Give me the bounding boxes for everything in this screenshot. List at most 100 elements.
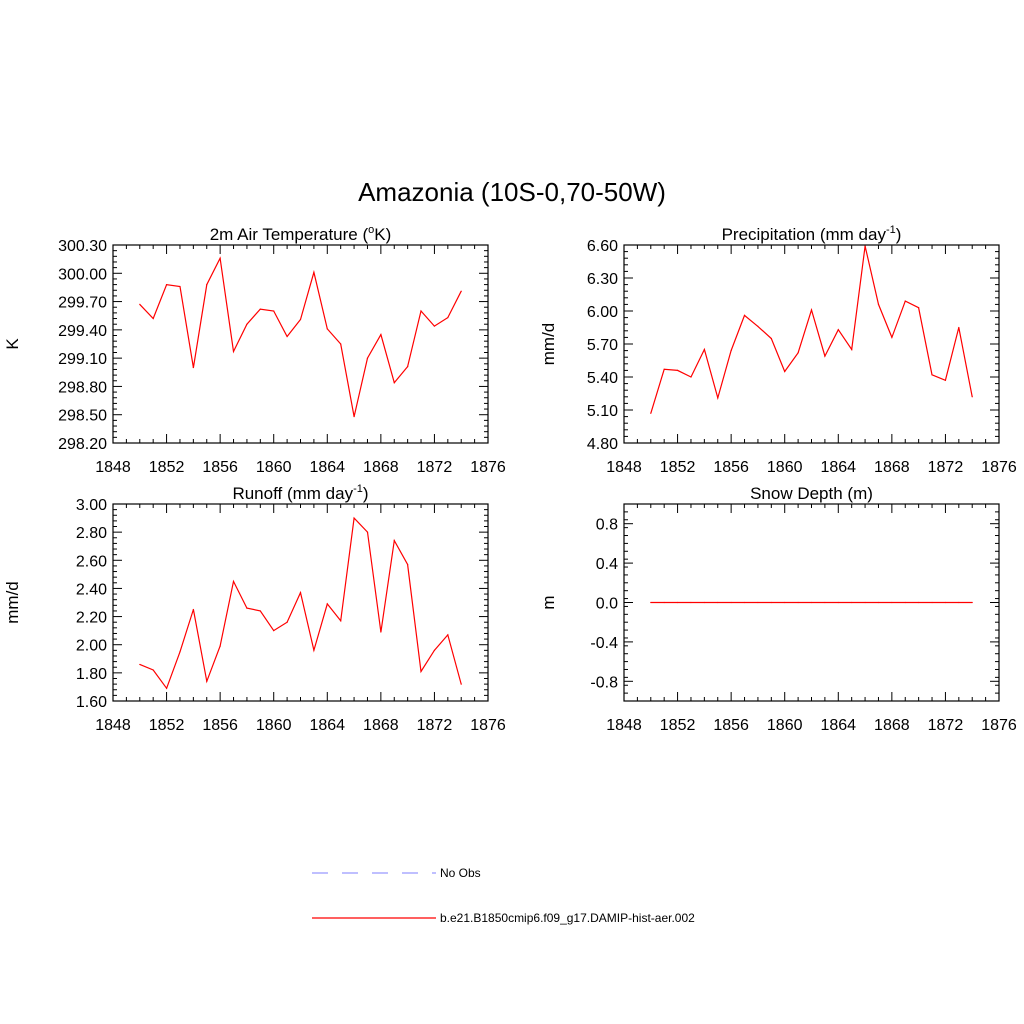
y-axis-label: mm/d (539, 323, 558, 366)
data-point (206, 284, 208, 286)
data-point (931, 601, 933, 604)
panel-title-part: ) (896, 225, 902, 244)
x-tick-label: 1868 (874, 459, 910, 476)
plot-frame (112, 503, 489, 702)
data-point (139, 663, 141, 666)
y-tick-label: 6.60 (587, 238, 618, 255)
x-tick-label: 1852 (660, 717, 696, 734)
data-point (340, 620, 342, 622)
data-point (299, 318, 302, 321)
x-tick-label: 1860 (256, 459, 292, 476)
y-tick-label: 5.10 (587, 403, 618, 420)
data-point (784, 370, 786, 373)
data-point (165, 284, 168, 286)
data-point (219, 645, 221, 647)
data-point (690, 601, 692, 604)
data-point (730, 350, 732, 352)
y-tick-label: 1.60 (76, 694, 107, 711)
data-point (650, 601, 652, 604)
y-tick-label: 300.30 (58, 238, 107, 255)
data-point (784, 601, 786, 604)
x-tick-label: 1852 (149, 717, 185, 734)
panel-title-part: -1 (886, 224, 896, 236)
data-point (460, 290, 462, 292)
data-point (918, 601, 920, 604)
x-tick-label: 1852 (660, 459, 696, 476)
y-tick-label: 1.80 (76, 666, 107, 683)
data-point (971, 396, 973, 398)
data-point (810, 601, 813, 604)
data-point (366, 531, 369, 533)
data-point (770, 337, 772, 340)
x-tick-label: 1876 (470, 459, 506, 476)
x-tick-label: 1872 (928, 459, 964, 476)
y-tick-label: 5.40 (587, 370, 618, 387)
data-point (447, 634, 449, 636)
data-point (824, 355, 826, 357)
legend: No Obs b.e21.B1850cmip6.f09_g17.DAMIP-his… (312, 866, 695, 925)
data-point (380, 333, 382, 336)
data-point (663, 368, 665, 370)
data-point (313, 649, 315, 651)
x-tick-label: 1856 (713, 459, 749, 476)
data-point (393, 382, 395, 384)
data-point (192, 366, 194, 369)
panel-title-part: o (368, 224, 374, 236)
data-point (757, 325, 759, 327)
data-point (650, 412, 652, 414)
data-point (433, 325, 436, 327)
data-point (663, 601, 665, 604)
data-point (286, 335, 288, 338)
panel-title-part: Precipitation (mm day (722, 225, 887, 244)
y-tick-label: 2.80 (76, 525, 107, 542)
data-point (904, 300, 906, 302)
data-point (340, 343, 342, 345)
y-tick-label: 299.40 (58, 323, 107, 340)
data-point (717, 601, 719, 604)
data-point (179, 651, 181, 653)
data-point (797, 352, 799, 354)
series-line (139, 256, 462, 417)
x-tick-label: 1848 (95, 717, 131, 734)
data-point (717, 397, 719, 399)
panel-title: Runoff (mm day-1) (232, 483, 368, 503)
x-tick-label: 1864 (309, 459, 345, 476)
panel-title: Snow Depth (m) (750, 484, 873, 503)
y-tick-label: 3.00 (76, 497, 107, 514)
data-point (380, 631, 382, 633)
data-point (246, 607, 248, 609)
data-point (286, 621, 288, 623)
figure-title: Amazonia (10S-0,70-50W) (358, 177, 666, 207)
data-point (407, 366, 409, 368)
y-tick-label: 6.30 (587, 271, 618, 288)
data-point (366, 357, 369, 359)
x-tick-label: 1876 (981, 459, 1017, 476)
plot-frame (112, 244, 489, 444)
data-point (313, 271, 315, 273)
x-tick-label: 1848 (95, 459, 131, 476)
x-tick-label: 1868 (363, 717, 399, 734)
panel-title-part: 2m Air Temperature ( (210, 225, 369, 244)
data-point (891, 601, 893, 604)
data-point (837, 601, 839, 604)
y-tick-label: 2.40 (76, 581, 107, 598)
data-point (676, 369, 679, 371)
data-point (152, 317, 154, 320)
y-tick-label: 299.10 (58, 351, 107, 368)
data-point (326, 328, 328, 330)
x-tick-label: 1876 (981, 717, 1017, 734)
data-point (703, 348, 705, 351)
panel-3: 1848 1852 1856 1860 1864 1868 1872 1876 1.60 1.80… (3, 483, 506, 734)
y-tick-label: 6.00 (587, 304, 618, 321)
data-point (433, 649, 436, 651)
data-point (259, 610, 261, 612)
data-point (353, 416, 355, 418)
data-point (958, 601, 960, 604)
data-point (353, 517, 355, 519)
x-tick-label: 1848 (606, 459, 642, 476)
y-tick-label: 298.50 (58, 408, 107, 425)
data-point (152, 669, 154, 671)
data-point (460, 683, 462, 685)
data-point (273, 630, 275, 632)
x-tick-label: 1864 (820, 459, 856, 476)
